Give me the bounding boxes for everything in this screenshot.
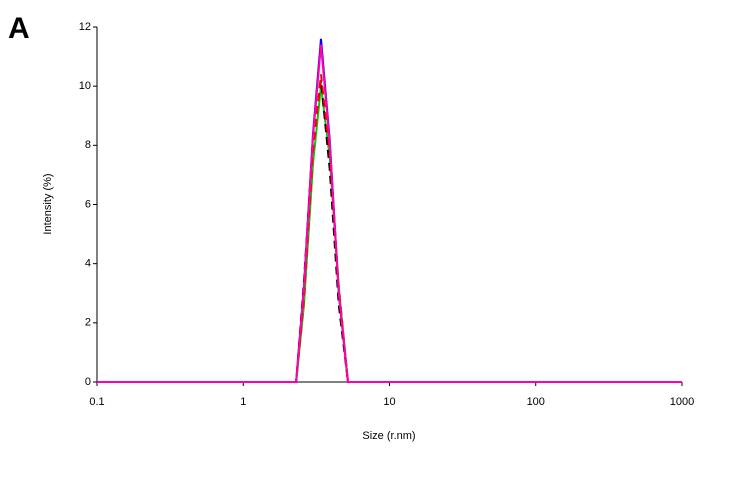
x-tick-label: 1000 — [670, 396, 694, 408]
y-tick-label: 6 — [85, 198, 91, 210]
x-tick-label: 100 — [527, 396, 545, 408]
y-tick-label: 8 — [85, 139, 91, 151]
series-line — [97, 80, 682, 383]
y-tick-label: 0 — [85, 376, 91, 388]
x-axis-label: Size (r.nm) — [362, 430, 415, 442]
series-line — [97, 44, 682, 383]
x-tick-label: 1 — [240, 396, 246, 408]
series-line — [97, 86, 682, 383]
series-line — [97, 74, 682, 383]
panel-label: A — [8, 12, 30, 45]
y-tick-label: 2 — [85, 317, 91, 329]
y-tick-label: 10 — [79, 80, 91, 92]
y-tick-label: 4 — [85, 258, 91, 270]
x-tick-label: 0.1 — [89, 396, 104, 408]
x-tick-label: 10 — [383, 396, 395, 408]
y-tick-label: 12 — [79, 21, 91, 33]
y-axis-label: Intensity (%) — [42, 173, 54, 234]
series-line — [97, 38, 682, 383]
